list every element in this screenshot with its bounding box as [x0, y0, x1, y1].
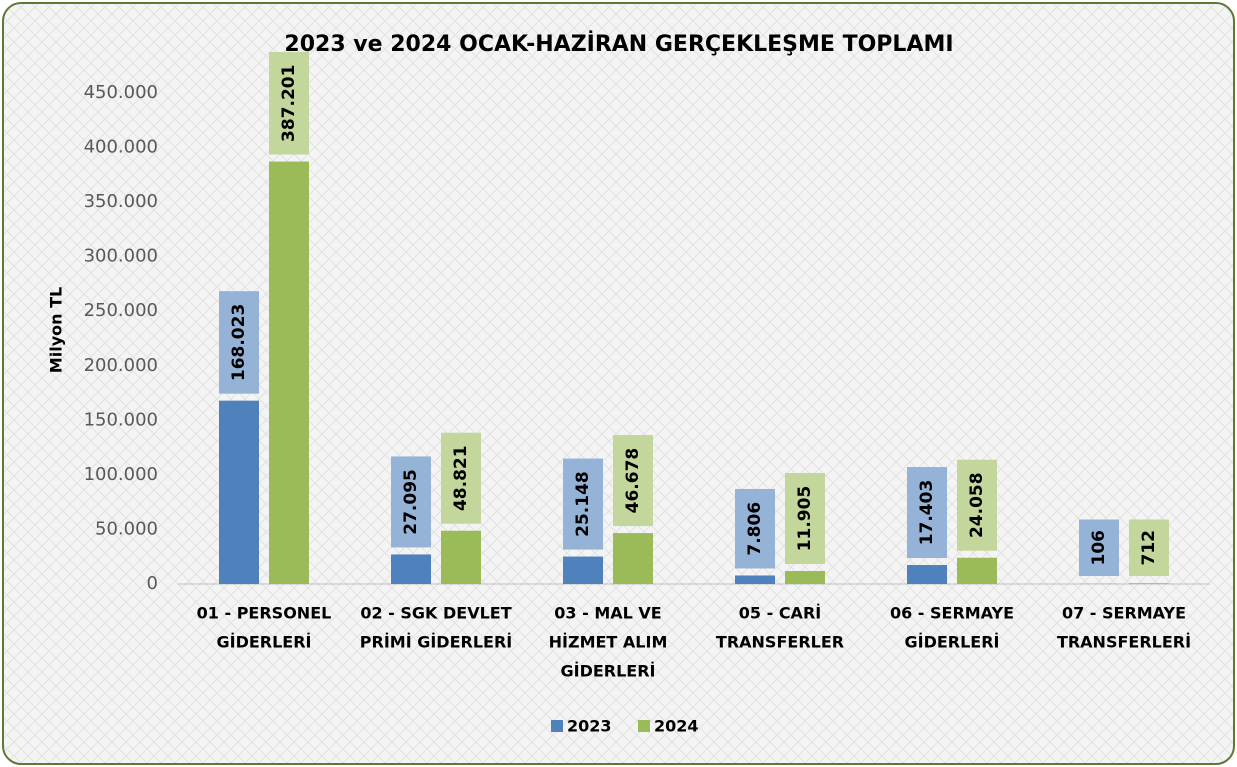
- value-label-box: [957, 459, 997, 551]
- value-label-box: [785, 473, 825, 565]
- x-tick-label: TRANSFERLERİ: [1057, 633, 1191, 652]
- value-label-box: [907, 467, 947, 559]
- y-tick-label: 150.000: [84, 409, 158, 430]
- bar: [907, 565, 947, 584]
- value-label: 712: [1139, 530, 1159, 566]
- y-tick-label: 250.000: [84, 300, 158, 321]
- legend-swatch: [638, 720, 650, 732]
- value-label: 168.023: [229, 304, 249, 381]
- bar: [957, 557, 997, 584]
- value-label: 46.678: [623, 448, 643, 514]
- value-label-box: [441, 432, 481, 524]
- bar: [391, 554, 431, 584]
- value-label: 106: [1089, 530, 1109, 566]
- value-label: 11.905: [795, 486, 815, 552]
- x-tick-label: 01 - PERSONEL: [197, 604, 332, 623]
- value-label: 17.403: [917, 480, 937, 546]
- value-label-box: [735, 488, 775, 569]
- y-tick-label: 350.000: [84, 191, 158, 212]
- x-tick-label: 07 - SERMAYE: [1062, 604, 1186, 623]
- x-tick-label: GİDERLERİ: [904, 633, 999, 652]
- y-tick-label: 50.000: [95, 518, 158, 539]
- x-tick-label: 02 - SGK DEVLET: [360, 604, 511, 623]
- y-tick-label: 400.000: [84, 137, 158, 158]
- value-label: 48.821: [451, 445, 471, 511]
- x-tick-label: 03 - MAL VE: [554, 604, 661, 623]
- legend-swatch: [551, 720, 563, 732]
- value-label-box: [1079, 519, 1119, 576]
- y-tick-label: 300.000: [84, 246, 158, 267]
- bar: [613, 533, 653, 584]
- y-tick-label: 0: [147, 573, 158, 594]
- value-label-box: [219, 291, 259, 394]
- x-tick-label: 05 - CARİ: [739, 604, 821, 623]
- bar: [269, 161, 309, 584]
- bar: [219, 400, 259, 584]
- x-tick-label: GİDERLERİ: [560, 662, 655, 681]
- legend-label: 2024: [654, 717, 699, 736]
- value-label: 27.095: [401, 469, 421, 535]
- x-tick-label: PRİMİ GİDERLERİ: [360, 633, 512, 652]
- x-tick-label: 06 - SERMAYE: [890, 604, 1014, 623]
- value-label: 7.806: [745, 502, 765, 556]
- chart-title: 2023 ve 2024 OCAK-HAZİRAN GERÇEKLEŞME TO…: [284, 31, 953, 57]
- bar: [785, 571, 825, 584]
- value-label: 25.148: [573, 471, 593, 537]
- x-tick-label: HİZMET ALIM: [549, 633, 668, 652]
- legend-label: 2023: [567, 717, 612, 736]
- bar: [735, 575, 775, 584]
- value-label-box: [563, 458, 603, 550]
- value-label: 24.058: [967, 472, 987, 538]
- y-axis-label: Milyon TL: [47, 287, 66, 373]
- value-label-box: [269, 52, 309, 155]
- y-tick-label: 200.000: [84, 355, 158, 376]
- bar: [441, 530, 481, 584]
- value-label-box: [1129, 519, 1169, 576]
- x-tick-label: GİDERLERİ: [216, 633, 311, 652]
- x-tick-label: TRANSFERLER: [716, 633, 844, 652]
- y-tick-label: 100.000: [84, 464, 158, 485]
- bar: [1129, 583, 1169, 584]
- value-label-box: [613, 435, 653, 527]
- y-tick-label: 450.000: [84, 82, 158, 103]
- value-label: 387.201: [279, 65, 299, 142]
- bar: [563, 556, 603, 584]
- value-label-box: [391, 456, 431, 548]
